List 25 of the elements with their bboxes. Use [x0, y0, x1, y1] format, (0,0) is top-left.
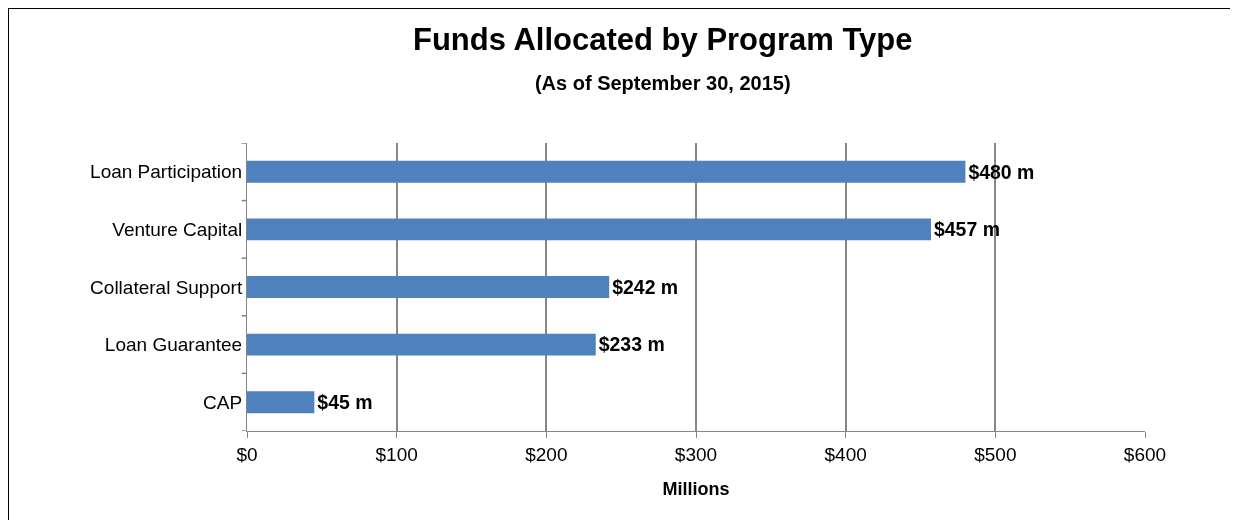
- y-tick-label: Loan Guarantee: [104, 334, 243, 356]
- x-tick-label: $200: [525, 443, 568, 465]
- data-label: $45 m: [317, 391, 373, 414]
- x-tick-label: $600: [1123, 443, 1167, 465]
- bar: [247, 218, 931, 241]
- bar: [247, 391, 315, 414]
- x-axis-title: Millions: [662, 478, 730, 499]
- y-tick-label: Venture Capital: [112, 219, 243, 241]
- data-label: $233 m: [598, 333, 665, 356]
- x-tick-label: $100: [375, 443, 418, 465]
- x-tick-label: $500: [974, 443, 1017, 465]
- x-tick-label: $400: [824, 443, 867, 465]
- y-tick-label: Collateral Support: [90, 276, 243, 298]
- bar: [247, 160, 966, 183]
- chart-subtitle: (As of September 30, 2015): [534, 72, 791, 95]
- data-label: $242 m: [612, 275, 679, 298]
- x-tick-label: $300: [674, 443, 718, 465]
- bar: [247, 333, 596, 356]
- data-label: $480 m: [968, 160, 1035, 183]
- data-label: $457 m: [934, 218, 1000, 241]
- x-tick-label: $0: [236, 443, 258, 465]
- y-tick-label: Loan Participation: [90, 161, 243, 183]
- bar: [247, 276, 610, 298]
- y-tick-label: CAP: [203, 391, 243, 413]
- chart-title: Funds Allocated by Program Type: [413, 21, 913, 57]
